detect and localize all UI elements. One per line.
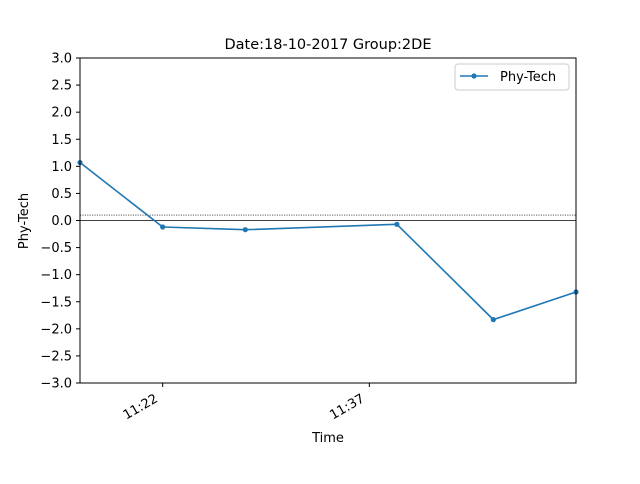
y-tick-label: −0.5	[40, 241, 72, 256]
data-point	[394, 221, 400, 227]
legend: Phy-Tech	[454, 63, 570, 91]
y-tick-label: 2.5	[51, 79, 72, 94]
y-axis-label: Phy-Tech	[17, 193, 32, 249]
legend-label: Phy-Tech	[500, 70, 556, 85]
data-point	[242, 227, 248, 233]
axes-frame	[79, 57, 577, 384]
y-tick-label: 0.5	[51, 187, 72, 202]
y-tick-label: 0.0	[51, 214, 72, 229]
x-axis-label: Time	[311, 431, 344, 446]
data-point	[160, 224, 166, 230]
series-line	[79, 161, 577, 321]
legend-marker	[471, 73, 477, 79]
y-tick-label: 1.5	[51, 133, 72, 148]
chart-title: Date:18-10-2017 Group:2DE	[224, 37, 431, 53]
y-tick-label: −2.0	[40, 322, 72, 337]
y-tick-label: −1.0	[40, 268, 72, 283]
legend-box	[454, 63, 570, 91]
y-tick-label: 3.0	[51, 52, 72, 67]
data-point	[490, 317, 496, 323]
y-tick-label: −2.5	[40, 349, 72, 364]
y-tick-label: 2.0	[51, 106, 72, 121]
y-tick-label: −3.0	[40, 377, 72, 392]
y-tick-label: −1.5	[40, 295, 72, 310]
y-tick-label: 1.0	[51, 160, 72, 175]
